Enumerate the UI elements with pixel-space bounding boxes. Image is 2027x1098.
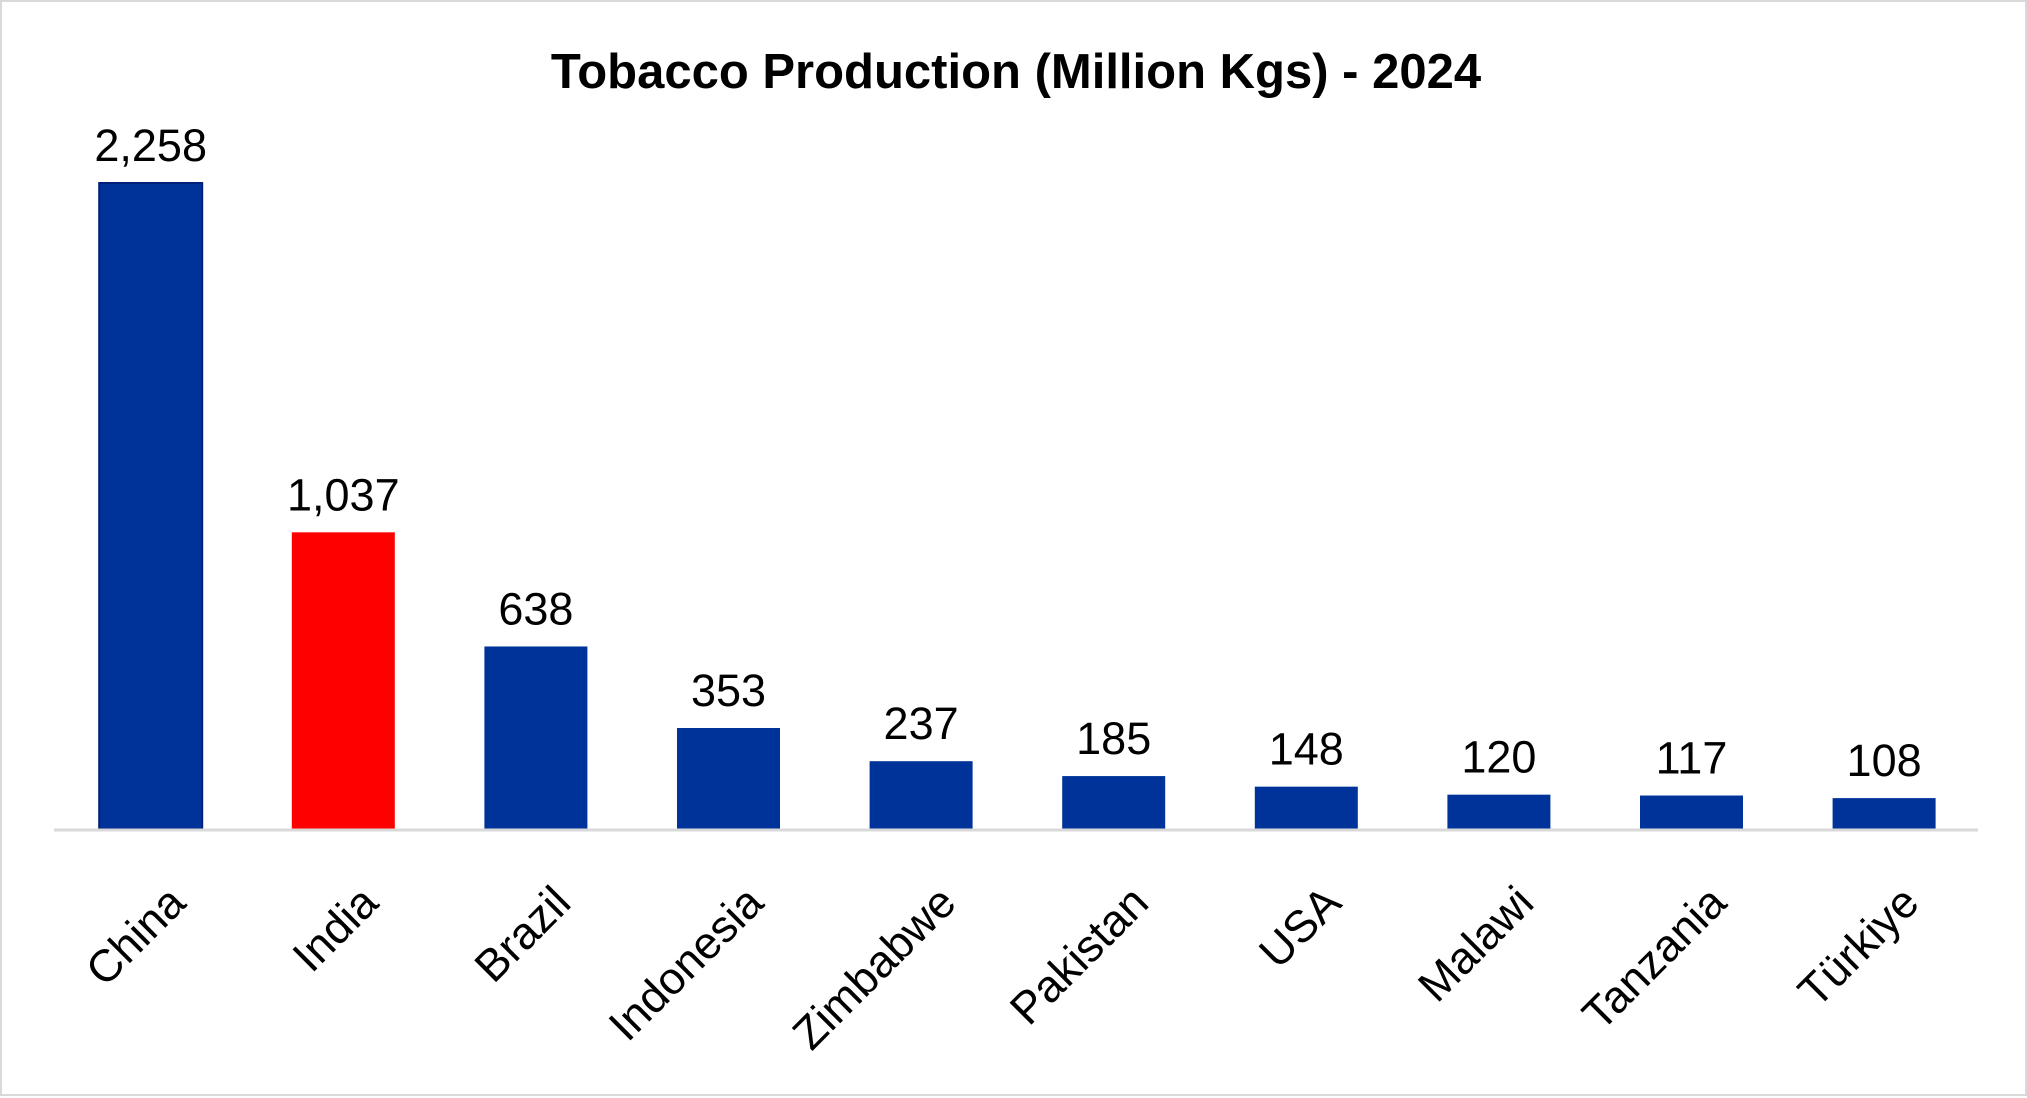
bars-group: 2,258 China 1,037 India 638 Brazil 353 Indonesi… [76, 120, 1936, 1059]
data-label: 237 [884, 698, 959, 749]
x-tick-label: Malawi [1408, 876, 1543, 1011]
x-tick-label: Tanzania [1572, 876, 1736, 1040]
bar-pakistan [1062, 776, 1166, 829]
x-tick-label: Indonesia [599, 876, 774, 1051]
x-tick-label: China [76, 876, 196, 996]
x-tick-label: USA [1249, 876, 1350, 977]
bar-indonesia [677, 728, 780, 829]
bar-brazil [484, 646, 588, 829]
chart-title: Tobacco Production (Million Kgs) - 2024 [551, 45, 1481, 99]
data-label: 117 [1656, 733, 1728, 784]
x-tick-label: Zimbabwe [783, 876, 966, 1059]
bar-china [98, 182, 204, 830]
bar-usa [1254, 786, 1358, 829]
bar-tanzania [1640, 795, 1743, 829]
data-label: 148 [1269, 724, 1344, 775]
x-tick-label: Pakistan [1000, 876, 1158, 1034]
x-tick-label: Türkiye [1788, 876, 1928, 1016]
bar-zimbabwe [869, 761, 973, 829]
x-tick-label: India [282, 876, 388, 982]
x-tick-label: Brazil [465, 876, 581, 992]
data-label: 353 [691, 665, 766, 716]
data-label: 2,258 [94, 120, 207, 171]
data-label: 108 [1847, 735, 1922, 786]
data-label: 638 [498, 583, 573, 634]
data-label: 120 [1461, 732, 1536, 783]
bar-malawi [1447, 794, 1551, 829]
bar-türkiye [1832, 798, 1936, 829]
data-label: 185 [1076, 713, 1151, 764]
data-label: 1,037 [287, 469, 400, 520]
bar-india [291, 532, 395, 829]
